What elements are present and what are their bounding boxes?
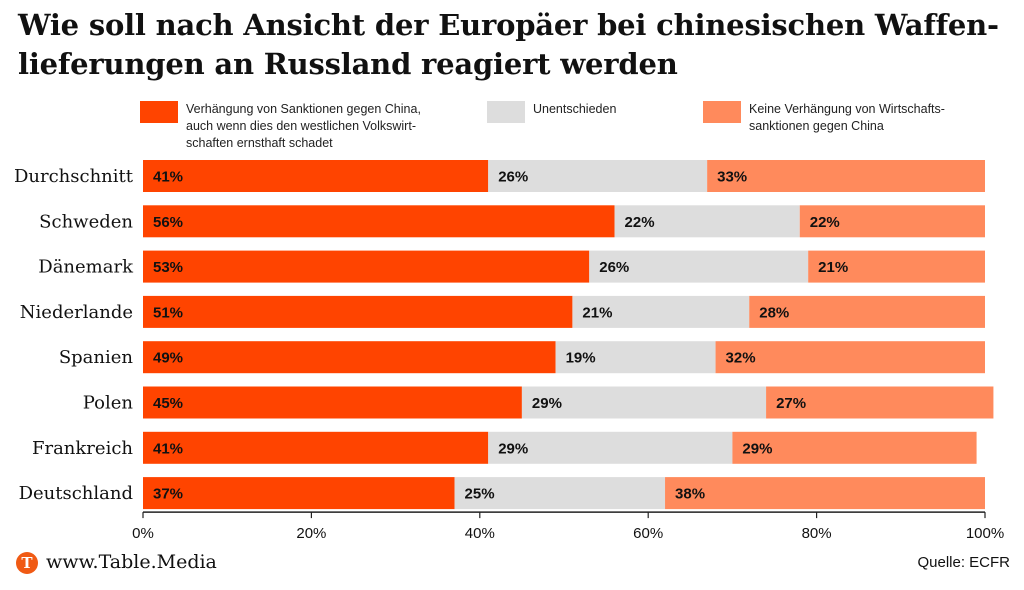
legend-swatch-undecided <box>487 101 525 123</box>
legend-swatch-no-sanctions <box>703 101 741 123</box>
x-tick-label-0: 0% <box>132 525 154 542</box>
bar-segment-deutschland-2 <box>665 477 985 510</box>
x-tick-label-5: 100% <box>966 525 1004 542</box>
legend-item-undecided: Unentschieden <box>487 101 616 123</box>
bar-segment-frankreich-2 <box>732 431 977 464</box>
bar-segment-d-nemark-1 <box>589 250 809 283</box>
value-label-durchschnitt-0: 41% <box>153 169 183 186</box>
legend-label-no-sanctions: Keine Verhängung von Wirtschafts- sankti… <box>749 102 945 133</box>
legend-label-undecided: Unentschieden <box>533 102 617 116</box>
value-label-niederlande-2: 28% <box>759 304 789 321</box>
stacked-bar-chart: Durchschnitt 41% 26% 33% Schweden 56% 22% 22% Dä… <box>14 160 1004 542</box>
category-label-polen: Polen <box>83 393 134 414</box>
bar-segment-niederlande-1 <box>572 295 750 328</box>
value-label-frankreich-0: 41% <box>153 440 183 457</box>
bar-segment-polen-1 <box>521 386 767 419</box>
value-label-polen-2: 27% <box>776 395 806 412</box>
category-label-spanien: Spanien <box>59 347 134 368</box>
footer-source: Quelle: ECFR <box>917 554 1010 571</box>
value-label-durchschnitt-2: 33% <box>717 169 747 186</box>
bar-segment-niederlande-0 <box>143 295 573 328</box>
value-label-frankreich-1: 29% <box>498 440 528 457</box>
bar-segment-frankreich-0 <box>143 431 489 464</box>
category-label-frankreich: Frankreich <box>32 438 133 459</box>
category-label-durchschnitt: Durchschnitt <box>14 166 134 187</box>
bar-segment-polen-0 <box>143 386 522 419</box>
value-label-frankreich-2: 29% <box>742 440 772 457</box>
x-tick-label-2: 40% <box>465 525 495 542</box>
bar-segment-frankreich-1 <box>488 431 733 464</box>
chart-title: Wie soll nach Ansicht der Europäer bei c… <box>18 6 1018 84</box>
chart-title-line-2: lieferungen an Russland reagiert werden <box>18 47 678 81</box>
category-label-schweden: Schweden <box>39 211 133 232</box>
value-label-polen-0: 45% <box>153 395 183 412</box>
value-label-spanien-2: 32% <box>726 350 756 367</box>
footer-site[interactable]: www.Table.Media <box>46 551 217 573</box>
value-label-schweden-0: 56% <box>153 214 183 231</box>
table-media-logo-icon: T <box>16 552 38 574</box>
value-label-d-nemark-1: 26% <box>599 259 629 276</box>
value-label-durchschnitt-1: 26% <box>498 169 528 186</box>
category-label-niederlande: Niederlande <box>20 302 133 323</box>
bar-segment-polen-2 <box>766 386 994 419</box>
legend-label-sanctions: Verhängung von Sanktionen gegen China, a… <box>186 102 421 150</box>
category-label-d-nemark: Dänemark <box>38 257 134 278</box>
bar-segment-spanien-2 <box>715 341 985 374</box>
x-tick-label-3: 60% <box>633 525 663 542</box>
chart-title-line-1: Wie soll nach Ansicht der Europäer bei c… <box>18 8 999 42</box>
value-label-d-nemark-0: 53% <box>153 259 183 276</box>
value-label-deutschland-1: 25% <box>465 486 495 503</box>
bar-segment-durchschnitt-2 <box>707 160 985 192</box>
bar-segment-niederlande-2 <box>749 295 985 328</box>
legend-item-no-sanctions: Keine Verhängung von Wirtschafts- sankti… <box>703 101 945 135</box>
value-label-deutschland-0: 37% <box>153 486 183 503</box>
x-tick-label-1: 20% <box>296 525 326 542</box>
bar-segment-schweden-1 <box>614 205 800 238</box>
value-label-d-nemark-2: 21% <box>818 259 848 276</box>
value-label-spanien-0: 49% <box>153 350 183 367</box>
legend-swatch-sanctions <box>140 101 178 123</box>
value-label-niederlande-1: 21% <box>582 304 612 321</box>
value-label-polen-1: 29% <box>532 395 562 412</box>
bar-segment-d-nemark-2 <box>808 250 985 283</box>
value-label-niederlande-0: 51% <box>153 304 183 321</box>
bar-segment-d-nemark-0 <box>143 250 590 283</box>
bar-segment-deutschland-0 <box>143 477 455 510</box>
bar-segment-spanien-1 <box>555 341 716 374</box>
x-tick-label-4: 80% <box>802 525 832 542</box>
value-label-schweden-1: 22% <box>625 214 655 231</box>
bar-segment-schweden-2 <box>799 205 985 238</box>
legend-item-sanctions: Verhängung von Sanktionen gegen China, a… <box>140 101 421 152</box>
value-label-deutschland-2: 38% <box>675 486 705 503</box>
bar-segment-schweden-0 <box>143 205 615 238</box>
category-label-deutschland: Deutschland <box>19 483 133 504</box>
value-label-spanien-1: 19% <box>566 350 596 367</box>
value-label-schweden-2: 22% <box>810 214 840 231</box>
bar-segment-durchschnitt-0 <box>143 160 489 192</box>
bar-segment-durchschnitt-1 <box>488 160 708 192</box>
bar-segment-spanien-0 <box>143 341 556 374</box>
bar-segment-deutschland-1 <box>454 477 666 510</box>
